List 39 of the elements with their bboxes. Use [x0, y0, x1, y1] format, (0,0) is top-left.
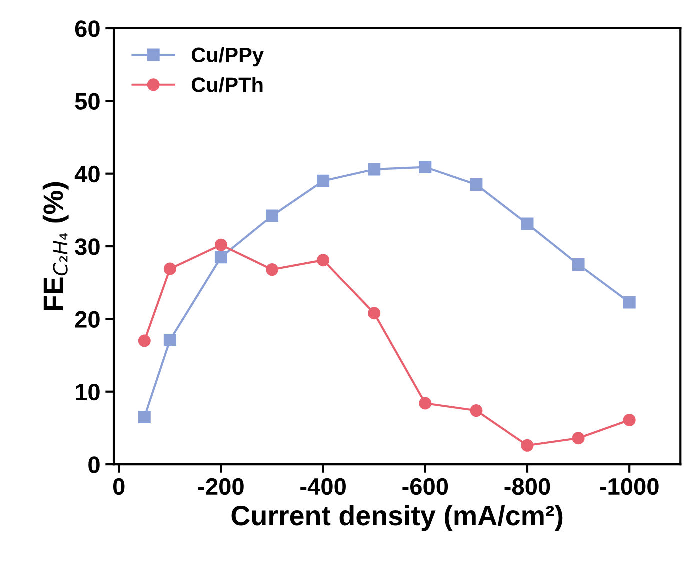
point	[138, 411, 151, 424]
point	[470, 178, 483, 191]
y-tick-label: 10	[76, 384, 100, 401]
point	[214, 251, 228, 264]
x-tick-label: -800	[504, 478, 550, 496]
y-tick-label: 20	[75, 311, 100, 328]
point	[623, 414, 636, 426]
point	[521, 218, 534, 230]
x-tick-label: -400	[300, 478, 346, 496]
x-tick-label: -200	[198, 478, 244, 496]
point	[138, 334, 151, 348]
point	[214, 238, 228, 252]
point	[521, 439, 534, 452]
point	[572, 432, 585, 445]
point	[317, 174, 330, 188]
point	[266, 210, 279, 222]
y-tick-label: 50	[75, 93, 100, 110]
legend-label: Cu/PTh	[192, 77, 263, 93]
y-tick-label: 40	[74, 166, 100, 183]
x-tick-label: -1000	[600, 478, 659, 496]
point	[164, 334, 176, 347]
y-axis-title: FE$_{C₂H₄}$ (%)	[42, 182, 69, 310]
x-axis-title: Current density (mA/cm²)	[232, 505, 563, 532]
x-tick-label: -600	[402, 478, 448, 496]
point	[470, 404, 483, 418]
point	[164, 262, 176, 276]
point	[419, 397, 432, 410]
point	[317, 254, 330, 267]
legend-label: Cu/PPy	[192, 47, 264, 67]
point	[266, 264, 279, 276]
point	[368, 163, 381, 176]
point	[419, 161, 432, 174]
y-tick-label: 60	[75, 20, 100, 38]
y-tick-label: 0	[88, 456, 100, 474]
y-tick-label: 30	[75, 238, 100, 256]
point	[623, 296, 636, 309]
x-tick-label: 0	[113, 478, 125, 496]
point	[572, 258, 585, 271]
point	[368, 307, 381, 320]
